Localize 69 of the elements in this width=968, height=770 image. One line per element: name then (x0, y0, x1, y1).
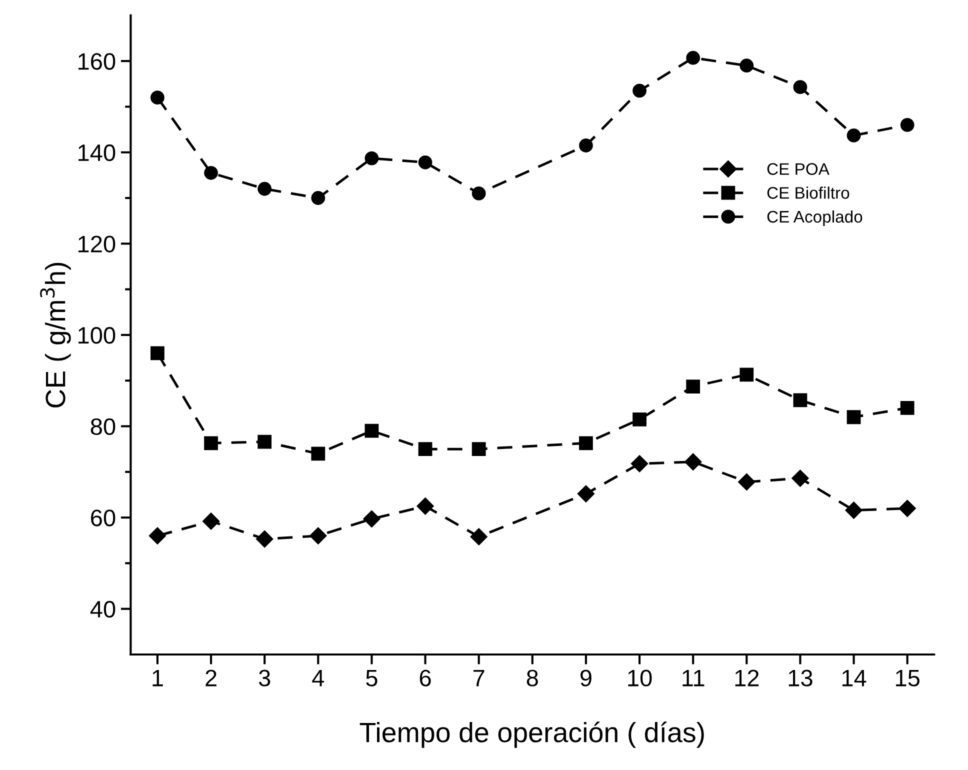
x-tick-label: 9 (580, 670, 592, 686)
x-tick-label: 2 (206, 670, 216, 686)
y-tick-label: 80 (90, 418, 116, 436)
x-tick-label: 15 (896, 670, 920, 686)
x-tick-label: 11 (682, 670, 704, 686)
point (632, 84, 646, 98)
legend-label: CE Acoplado (767, 210, 862, 226)
point (150, 90, 164, 105)
x-tick-label: 1 (152, 670, 163, 686)
point (577, 485, 595, 502)
point (363, 510, 380, 528)
point (418, 442, 432, 456)
point (740, 58, 754, 73)
y-tick-label: 160 (78, 53, 116, 70)
x-tick-label: 12 (735, 670, 759, 686)
x-tick-label: 4 (312, 670, 324, 686)
point (845, 502, 862, 519)
point (846, 410, 861, 424)
x-tick-label: 7 (473, 670, 484, 686)
y-tick-label: 140 (78, 144, 116, 162)
point (579, 138, 593, 152)
legend-label: CE POA (767, 163, 830, 175)
point (900, 401, 914, 415)
legend-label: CE Biofiltro (767, 186, 850, 199)
point (148, 527, 166, 544)
point (416, 498, 434, 515)
x-axis-title: Tiempo de operación ( días) (360, 722, 704, 748)
x-tick-label: 5 (366, 670, 378, 686)
point (632, 412, 646, 426)
y-tick-label: 40 (90, 600, 116, 618)
point (418, 155, 432, 170)
point (470, 528, 488, 546)
point (740, 368, 754, 382)
y-tick-label: 100 (78, 327, 116, 344)
point (684, 453, 702, 470)
y-tick-label: 60 (91, 510, 116, 526)
point (150, 346, 164, 360)
y-axis-title: CE ( g/m$^{3}$h) (40, 262, 71, 408)
point (793, 393, 808, 408)
point (738, 473, 756, 490)
point (793, 80, 808, 94)
point (311, 446, 326, 461)
point (472, 442, 486, 456)
x-tick-label: 3 (258, 670, 270, 686)
point (364, 424, 379, 438)
point (256, 530, 274, 548)
point (792, 470, 809, 487)
point (310, 527, 327, 544)
point (630, 455, 648, 472)
x-tick-label: 6 (420, 670, 431, 686)
x-tick-label: 8 (526, 670, 538, 686)
x-tick-label: 10 (628, 670, 652, 686)
point (202, 512, 220, 530)
point (258, 182, 272, 196)
point (686, 50, 700, 65)
point (258, 434, 272, 449)
point (204, 166, 218, 180)
point (686, 380, 700, 394)
point (846, 128, 861, 142)
point (204, 436, 218, 450)
point (364, 151, 379, 166)
point (311, 191, 326, 205)
point (900, 118, 914, 132)
point (898, 500, 916, 517)
point (579, 436, 593, 450)
x-tick-label: 14 (842, 670, 866, 686)
x-tick-label: 13 (788, 670, 812, 686)
y-tick-label: 120 (78, 236, 116, 252)
point (472, 186, 486, 200)
